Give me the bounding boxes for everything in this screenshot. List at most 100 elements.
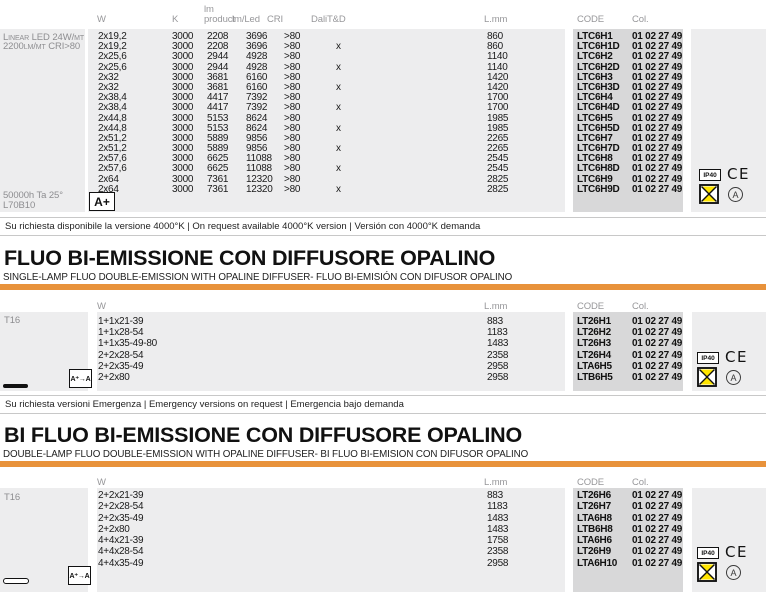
table-row: 2+2x28-54 2358 LT26H4 01 02 27 49 bbox=[0, 350, 766, 361]
table-cell: 2545 bbox=[487, 163, 509, 175]
table-cell: x bbox=[336, 163, 341, 175]
table-cell: >80 bbox=[284, 122, 301, 134]
table-cell: 1483 bbox=[487, 523, 509, 535]
table-cell: 01 02 27 49 bbox=[632, 349, 683, 361]
circled-a-icon: A bbox=[726, 565, 741, 580]
table-row: 2x64 3000 7361 12320 >80 x 2825 LTC6H9D 01 02 27… bbox=[0, 183, 766, 195]
table-cell: x bbox=[336, 61, 341, 73]
table-cell: 2208 bbox=[207, 41, 229, 53]
table-cell: >80 bbox=[284, 143, 301, 155]
table-cell: 1420 bbox=[487, 71, 509, 83]
table-cell: 2825 bbox=[487, 183, 509, 195]
table-cell: 01 02 27 49 bbox=[632, 31, 683, 42]
table-cell: LTC6H8 bbox=[577, 153, 613, 165]
table-row: 2x32 3000 3681 6160 >80 1420 LTC6H3 01 02 27 49 bbox=[0, 71, 766, 83]
table-cell: 2x44,8 bbox=[98, 122, 127, 134]
table-cell: 2x64 bbox=[98, 173, 119, 185]
table-row: 4+4x28-54 2358 LT26H9 01 02 27 49 bbox=[0, 546, 766, 557]
table-cell: 01 02 27 49 bbox=[632, 501, 683, 513]
col-header-col: Col. bbox=[632, 301, 649, 312]
table-cell: 2x51,2 bbox=[98, 143, 127, 155]
table-cell: 2545 bbox=[487, 153, 509, 165]
table-cell: LTC6H2 bbox=[577, 51, 613, 63]
table-cell: 2x38,4 bbox=[98, 92, 127, 104]
table-cell: 2+2x28-54 bbox=[98, 501, 144, 513]
note-emergency: Su richiesta versioni Emergenza | Emerge… bbox=[0, 395, 766, 414]
orange-rule bbox=[0, 284, 766, 290]
table-cell: 1758 bbox=[487, 535, 509, 547]
table-cell: 3000 bbox=[172, 92, 194, 104]
table-cell: 01 02 27 49 bbox=[632, 546, 683, 558]
product-profile-thumbnail bbox=[3, 578, 29, 584]
table-cell: 3000 bbox=[172, 61, 194, 73]
lamp-type-label: T16 bbox=[4, 315, 21, 326]
section-subtitle: DOUBLE-LAMP FLUO DOUBLE-EMISSION WITH OP… bbox=[3, 449, 529, 460]
table-cell: LTB6H8 bbox=[577, 523, 613, 535]
table-cell: 5153 bbox=[207, 122, 229, 134]
table-cell: 2x57,6 bbox=[98, 163, 127, 175]
col-header-w: W bbox=[97, 301, 106, 312]
table-cell: 01 02 27 49 bbox=[632, 132, 683, 144]
label-band bbox=[0, 29, 85, 212]
table-row: 2x25,6 3000 2944 4928 >80 1140 LTC6H2 01 02 27 … bbox=[0, 51, 766, 63]
table-cell: LTC6H3D bbox=[577, 81, 620, 93]
table-cell: >80 bbox=[284, 92, 301, 104]
table-cell: 2x25,6 bbox=[98, 51, 127, 63]
table-cell: 01 02 27 49 bbox=[632, 535, 683, 547]
table-cell: 4417 bbox=[207, 102, 229, 114]
table-cell: 3000 bbox=[172, 81, 194, 93]
table-cell: >80 bbox=[284, 112, 301, 124]
table-cell: 01 02 27 49 bbox=[632, 51, 683, 63]
table-cell: 01 02 27 49 bbox=[632, 61, 683, 73]
col-header-code: CODE bbox=[577, 301, 605, 312]
led-table-rows: 2x19,2 3000 2208 3696 >80 860 LTC6H1 01 02 27 4… bbox=[0, 31, 766, 195]
table-cell: 01 02 27 49 bbox=[632, 112, 683, 124]
table-cell: 2+2x35-49 bbox=[98, 360, 144, 372]
table-cell: >80 bbox=[284, 163, 301, 175]
table-cell: 1+1x21-39 bbox=[98, 316, 144, 327]
orange-rule bbox=[0, 461, 766, 467]
table-row: 4+4x21-39 1758 LTA6H6 01 02 27 49 bbox=[0, 535, 766, 546]
table-cell: >80 bbox=[284, 173, 301, 185]
table-cell: 01 02 27 49 bbox=[632, 338, 683, 350]
table-row: 2x44,8 3000 5153 8624 >80 x 1985 LTC6H5D 01 02 2… bbox=[0, 122, 766, 134]
table-cell: 3000 bbox=[172, 112, 194, 124]
table-cell: 11088 bbox=[246, 153, 272, 165]
ce-mark-icon: CE bbox=[727, 165, 750, 183]
table-cell: LTB6H5 bbox=[577, 371, 613, 383]
table-cell: >80 bbox=[284, 183, 301, 195]
col-header-lmled: lm/Led bbox=[232, 14, 260, 25]
table-cell: 4+4x28-54 bbox=[98, 546, 144, 558]
table-cell: 01 02 27 49 bbox=[632, 41, 683, 53]
table-cell: 3000 bbox=[172, 122, 194, 134]
lifetime-line2: L70B10 bbox=[3, 200, 36, 211]
section-title: BI FLUO BI-EMISSIONE CON DIFFUSORE OPALI… bbox=[4, 423, 522, 447]
fluo-double-rows: 2+2x21-39 883 LT26H6 01 02 27 49 2+2x28-54 11… bbox=[0, 490, 766, 569]
col-header-code: CODE bbox=[577, 14, 605, 25]
table-cell: 2x19,2 bbox=[98, 41, 127, 53]
table-cell: LT26H1 bbox=[577, 316, 611, 327]
table-cell: 11088 bbox=[246, 163, 272, 175]
table-cell: LTC6H7D bbox=[577, 143, 620, 155]
col-header-col: Col. bbox=[632, 477, 649, 488]
table-cell: 7392 bbox=[246, 92, 268, 104]
table-cell: 5153 bbox=[207, 112, 229, 124]
table-cell: 2x57,6 bbox=[98, 153, 127, 165]
col-header-lmm: L.mm bbox=[484, 301, 508, 312]
table-cell: LT26H3 bbox=[577, 338, 611, 350]
table-cell: 4928 bbox=[246, 61, 268, 73]
table-cell: 01 02 27 49 bbox=[632, 371, 683, 383]
table-cell: x bbox=[336, 143, 341, 155]
table-row: 2+2x28-54 1183 LT26H7 01 02 27 49 bbox=[0, 501, 766, 512]
table-row: 2x64 3000 7361 12320 >80 2825 LTC6H9 01 02 27 4… bbox=[0, 173, 766, 185]
table-cell: LT26H6 bbox=[577, 490, 611, 501]
table-cell: 1483 bbox=[487, 512, 509, 524]
table-cell: x bbox=[336, 81, 341, 93]
table-cell: 3000 bbox=[172, 183, 194, 195]
table-cell: 7361 bbox=[207, 173, 229, 185]
table-cell: 3000 bbox=[172, 173, 194, 185]
col-header-col: Col. bbox=[632, 14, 649, 25]
table-cell: 3681 bbox=[207, 71, 229, 83]
table-cell: x bbox=[336, 183, 341, 195]
table-row: 2x38,4 3000 4417 7392 >80 x 1700 LTC6H4D 01 02 2… bbox=[0, 102, 766, 114]
